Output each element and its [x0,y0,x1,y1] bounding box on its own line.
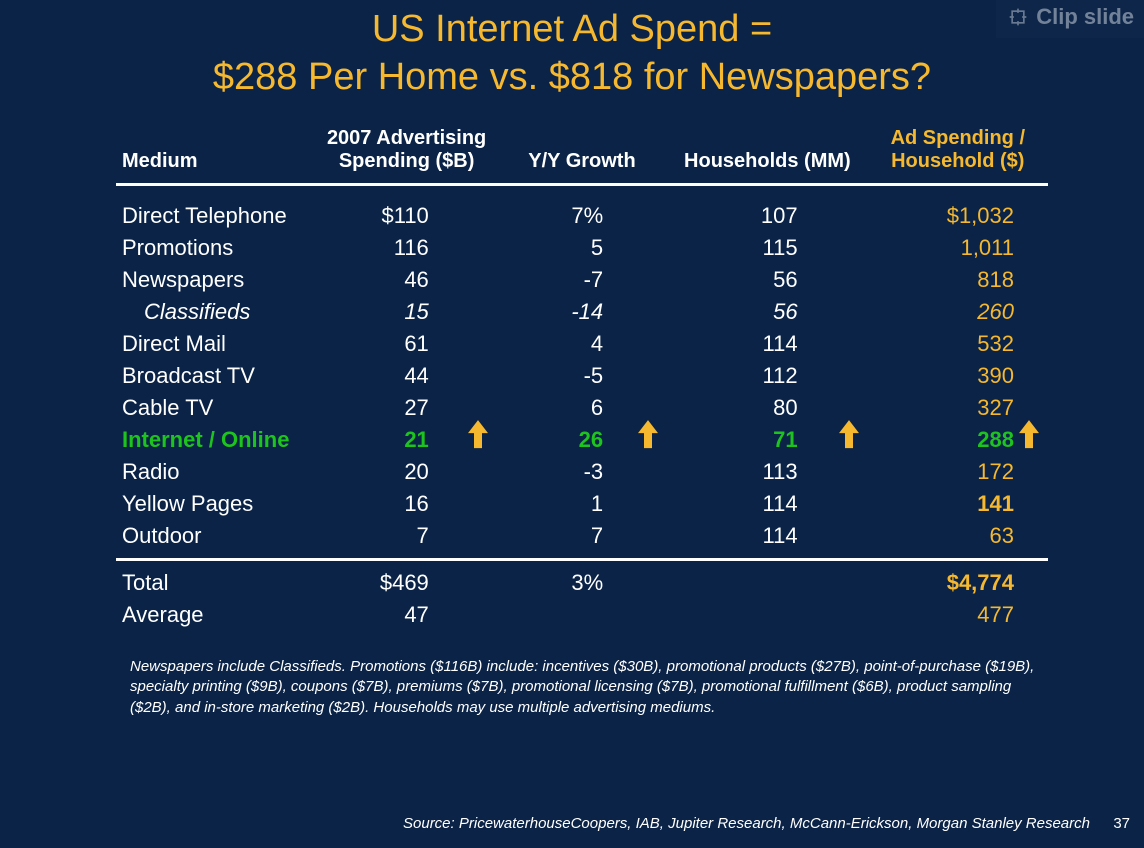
column-header-adhh: Ad Spending /Household ($) [868,127,1048,183]
cell-medium: Yellow Pages [116,488,316,520]
cell-medium: Promotions [116,232,316,264]
cell-value: 7 [316,520,496,552]
title-line-1: US Internet Ad Spend = [0,6,1144,54]
cell-value: 61 [316,328,496,360]
cell-medium: Average [116,599,316,631]
cell-value: 47 [316,599,496,631]
cell-value: -5 [497,360,667,392]
cell-value: 56 [667,296,867,328]
title-line-2: $288 Per Home vs. $818 for Newspapers? [0,54,1144,102]
cell-medium: Direct Telephone [116,200,316,232]
cell-value [667,567,867,599]
cell-value: 16 [316,488,496,520]
up-arrow-icon [467,419,489,455]
cell-value: 818 [868,264,1048,296]
table-row: Newspapers46-756818 [116,264,1048,296]
cell-value: 477 [868,599,1048,631]
table-row: Cable TV27680327 [116,392,1048,424]
source-line: Source: PricewaterhouseCoopers, IAB, Jup… [0,815,1090,832]
slide: Clip slide US Internet Ad Spend = $288 P… [0,0,1144,848]
cell-value: 112 [667,360,867,392]
up-arrow-icon [637,419,659,455]
table-row: Promotions11651151,011 [116,232,1048,264]
table-row: Yellow Pages161114141 [116,488,1048,520]
cell-value: 21 [316,424,496,456]
cell-medium: Cable TV [116,392,316,424]
clip-slide-button[interactable]: Clip slide [996,0,1144,38]
cell-value [497,599,667,631]
cell-value [667,599,867,631]
cell-medium: Total [116,567,316,599]
cell-value: $4,774 [868,567,1048,599]
table-row: Radio20-3113172 [116,456,1048,488]
cell-medium: Newspapers [116,264,316,296]
column-header-spend: 2007 AdvertisingSpending ($B) [316,127,496,183]
cell-value: $469 [316,567,496,599]
cell-value: -7 [497,264,667,296]
cell-value: 116 [316,232,496,264]
cell-value: 390 [868,360,1048,392]
cell-value: 1,011 [868,232,1048,264]
cell-value: 115 [667,232,867,264]
table-row: Broadcast TV44-5112390 [116,360,1048,392]
cell-value: 532 [868,328,1048,360]
table-row: Average47 477 [116,599,1048,631]
cell-value: 71 [667,424,867,456]
cell-value: 114 [667,328,867,360]
cell-value: 56 [667,264,867,296]
cell-value: 114 [667,520,867,552]
slide-title: US Internet Ad Spend = $288 Per Home vs.… [0,0,1144,101]
cell-value: 107 [667,200,867,232]
cell-medium: Internet / Online [116,424,316,456]
cell-value: 288 [868,424,1048,456]
cell-value: 1 [497,488,667,520]
column-header-hh: Households (MM) [667,127,867,183]
cell-medium: Direct Mail [116,328,316,360]
cell-value: 141 [868,488,1048,520]
cell-value: 26 [497,424,667,456]
cell-value: 3% [497,567,667,599]
column-header-yy: Y/Y Growth [497,127,667,183]
source-label: Source: [403,815,455,832]
cell-value: 4 [497,328,667,360]
clip-slide-label: Clip slide [1036,4,1134,30]
cell-value: 114 [667,488,867,520]
cell-value: -14 [497,296,667,328]
cell-value: 113 [667,456,867,488]
up-arrow-icon [838,419,860,455]
cell-medium: Broadcast TV [116,360,316,392]
table-row: Internet / Online212671288 [116,424,1048,456]
cell-value: 63 [868,520,1048,552]
cell-value: 5 [497,232,667,264]
cell-value: 7% [497,200,667,232]
table-row: Classifieds15-1456260 [116,296,1048,328]
cell-value: $1,032 [868,200,1048,232]
table-row: Outdoor7711463 [116,520,1048,552]
table-row: Direct Telephone$1107%107$1,032 [116,200,1048,232]
cell-value: 15 [316,296,496,328]
source-text: PricewaterhouseCoopers, IAB, Jupiter Res… [459,815,1090,832]
cell-value: 172 [868,456,1048,488]
cell-medium: Classifieds [116,296,316,328]
cell-value: $110 [316,200,496,232]
clip-icon [1008,7,1028,27]
cell-value: 20 [316,456,496,488]
cell-value: 260 [868,296,1048,328]
cell-medium: Radio [116,456,316,488]
cell-value: 46 [316,264,496,296]
cell-value: 7 [497,520,667,552]
footnote-text: Newspapers include Classifieds. Promotio… [130,657,1044,718]
table-header: Medium2007 AdvertisingSpending ($B)Y/Y G… [116,127,1048,183]
table-row: Total$4693% $4,774 [116,567,1048,599]
data-table: Medium2007 AdvertisingSpending ($B)Y/Y G… [116,127,1048,631]
cell-medium: Outdoor [116,520,316,552]
cell-value: -3 [497,456,667,488]
table-row: Direct Mail614114532 [116,328,1048,360]
page-number: 37 [1113,815,1130,832]
cell-value: 44 [316,360,496,392]
column-header-medium: Medium [116,127,316,183]
up-arrow-icon [1018,419,1040,455]
